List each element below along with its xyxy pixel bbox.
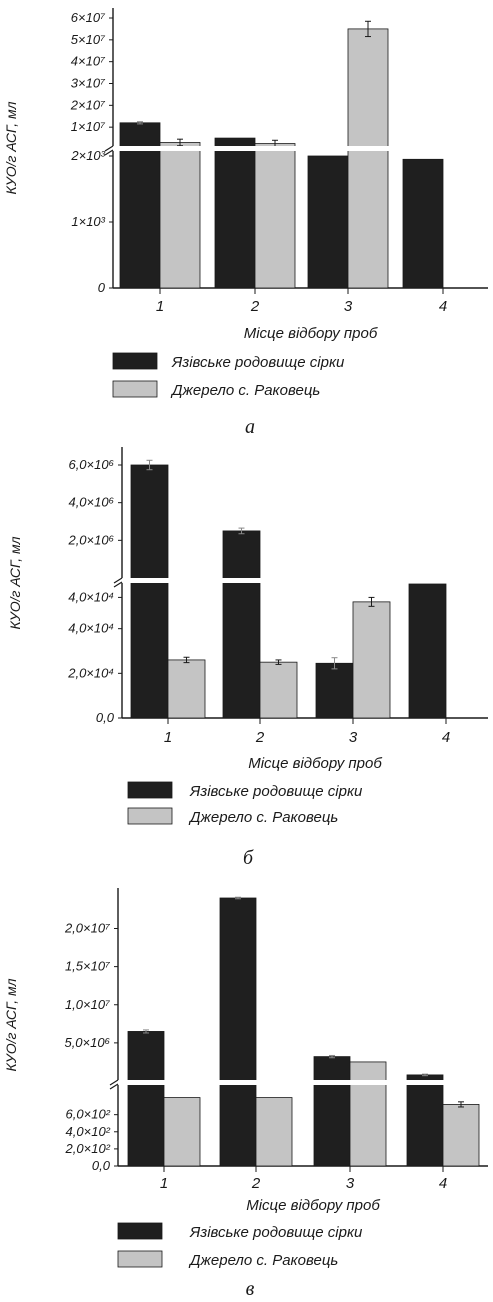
- y-tick-label: 1×10⁷: [71, 119, 106, 134]
- y-tick-label: 3×10⁷: [71, 76, 106, 91]
- y-tick-label: 6,0×10⁶: [68, 457, 114, 472]
- x-tick-label: 1: [160, 1175, 168, 1192]
- y-tick-label: 2×10³: [70, 148, 105, 163]
- y-axis-label: КУО/г АСГ, мл: [7, 536, 23, 629]
- axis-break-gap: [115, 1080, 445, 1085]
- bar-s2-c1: [163, 1097, 201, 1167]
- y-tick-label: 1×10³: [71, 214, 105, 229]
- y-tick-label: 6,0×10²: [66, 1107, 111, 1122]
- y-tick-label: 6×10⁷: [71, 10, 106, 25]
- y-tick-label: 4×10⁷: [71, 54, 106, 69]
- y-tick-label: 1,5×10⁷: [65, 959, 111, 974]
- x-axis-label: Місце відбору проб: [244, 325, 378, 342]
- x-tick-label: 4: [439, 298, 447, 315]
- x-tick-label: 4: [442, 729, 450, 746]
- legend-label-2: Джерело с. Раковець: [188, 1252, 338, 1269]
- y-tick-label: 5,0×10⁶: [64, 1035, 110, 1050]
- y-axis-label: КУО/г АСГ, мл: [3, 101, 19, 194]
- bar-s1-c2: [222, 530, 261, 719]
- bar-s1-c3: [313, 1056, 351, 1167]
- y-tick-label: 0,0: [92, 1158, 111, 1173]
- y-tick-label: 4,0×10²: [66, 1124, 111, 1139]
- x-tick-label: 1: [164, 729, 172, 746]
- bar-s2-c3: [349, 1061, 387, 1167]
- bar-s2-c4: [442, 1104, 480, 1167]
- y-tick-label: 2×10⁷: [70, 97, 106, 112]
- axis-break-gap: [119, 578, 445, 583]
- y-tick-label: 0,0: [96, 710, 115, 725]
- bar-s1-c1: [127, 1031, 165, 1167]
- axis-break-mark: [104, 145, 114, 156]
- y-tick-label: 2,0×10²: [65, 1141, 111, 1156]
- y-tick-label: 1,0×10⁷: [65, 997, 111, 1012]
- bar-s2-c1: [167, 659, 206, 719]
- bar-s1-c1: [130, 464, 169, 719]
- x-tick-label: 3: [349, 729, 358, 746]
- x-tick-label: 3: [344, 298, 353, 315]
- y-tick-label: 5×10⁷: [71, 32, 106, 47]
- y-tick-label: 4,0×10⁴: [68, 621, 114, 636]
- legend-swatch-1: [112, 352, 158, 370]
- bar-s1-c3: [307, 155, 349, 289]
- legend-label-1: Язівське родовище сірки: [171, 354, 345, 371]
- bar-s2-c3: [347, 28, 389, 289]
- bar-s2-c1: [159, 142, 201, 289]
- y-tick-label: 2,0×10⁶: [67, 532, 114, 547]
- chart-panel-2: 0,0 2,0×10⁴ 4,0×10⁴ 4,0×10⁴ 2,0×10⁶ 4,0×10⁶ 6,…: [7, 447, 488, 869]
- legend-swatch-1: [127, 781, 173, 799]
- legend-swatch-2: [127, 807, 173, 825]
- bar-s1-c4: [408, 583, 447, 719]
- bar-s2-c2: [254, 143, 296, 289]
- x-tick-label: 3: [346, 1175, 355, 1192]
- legend-swatch-1: [117, 1222, 163, 1240]
- y-tick-label: 4,0×10⁶: [68, 495, 114, 510]
- bar-s1-c3: [315, 662, 354, 719]
- y-axis-label: КУО/г АСГ, мл: [3, 978, 19, 1071]
- x-tick-label: 2: [250, 298, 260, 315]
- bar-s1-c2: [214, 137, 256, 289]
- legend-label-1: Язівське родовище сірки: [189, 783, 363, 800]
- axis-break-gap: [110, 146, 445, 151]
- y-tick-label: 2,0×10⁴: [67, 665, 114, 680]
- bar-s2-c2: [259, 661, 298, 719]
- legend-label-2: Джерело с. Раковець: [188, 809, 338, 826]
- panel-label: а: [245, 416, 255, 438]
- bar-s2-c3: [352, 601, 391, 719]
- axis-break-mark: [109, 1079, 119, 1090]
- x-tick-label: 1: [156, 298, 164, 315]
- y-tick-label: 4,0×10⁴: [68, 589, 114, 604]
- legend-swatch-2: [112, 380, 158, 398]
- bar-s1-c4: [406, 1074, 444, 1167]
- bar-s1-c2: [219, 897, 257, 1167]
- legend-label-1: Язівське родовище сірки: [189, 1224, 363, 1241]
- panel-label: б: [243, 847, 254, 869]
- chart-panel-3: 0,0 2,0×10² 4,0×10² 6,0×10² 5,0×10⁶ 1,0×10⁷ 1,…: [3, 888, 488, 1300]
- x-tick-label: 4: [439, 1175, 447, 1192]
- bar-s2-c2: [255, 1097, 293, 1167]
- y-tick-label: 2,0×10⁷: [64, 921, 111, 936]
- bar-s1-c4: [402, 158, 444, 289]
- x-axis-label: Місце відбору проб: [248, 755, 382, 772]
- y-tick-label: 0: [98, 280, 106, 295]
- legend-label-2: Джерело с. Раковець: [170, 382, 320, 399]
- chart-panel-1: 0 1×10³ 2×10³ 1×10⁷ 2×10⁷ 3×10⁷ 4×10⁷ 5×10⁷ 6×10…: [3, 8, 488, 438]
- x-tick-label: 2: [251, 1175, 261, 1192]
- legend-swatch-2: [117, 1250, 163, 1268]
- x-tick-label: 2: [255, 729, 265, 746]
- panel-label: в: [246, 1278, 255, 1300]
- x-axis-label: Місце відбору проб: [246, 1197, 380, 1214]
- axis-break-mark: [113, 577, 123, 588]
